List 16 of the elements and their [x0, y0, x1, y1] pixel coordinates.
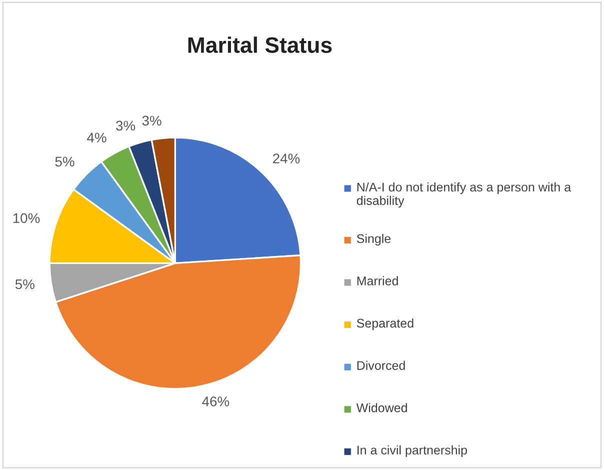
chart-title: Marital Status: [188, 36, 332, 53]
data-label: 46%: [202, 396, 230, 406]
legend-label: Single: [356, 234, 391, 246]
data-label: 5%: [15, 279, 34, 290]
legend-label: Divorced: [357, 360, 405, 370]
data-label: 5%: [55, 156, 74, 167]
data-label: 4%: [87, 132, 106, 142]
legend-label: In a civil partnership: [358, 445, 467, 458]
data-label: 10%: [13, 213, 40, 224]
data-label: 3%: [116, 120, 136, 131]
legend-label: N/A-I do not identify as a person with a disability: [356, 182, 572, 208]
data-label: 3%: [142, 116, 162, 126]
legend-label: Separated: [356, 318, 414, 330]
legend-label: Widowed: [356, 403, 407, 412]
data-label: 24%: [273, 154, 300, 164]
legend-label: Married: [357, 276, 398, 286]
